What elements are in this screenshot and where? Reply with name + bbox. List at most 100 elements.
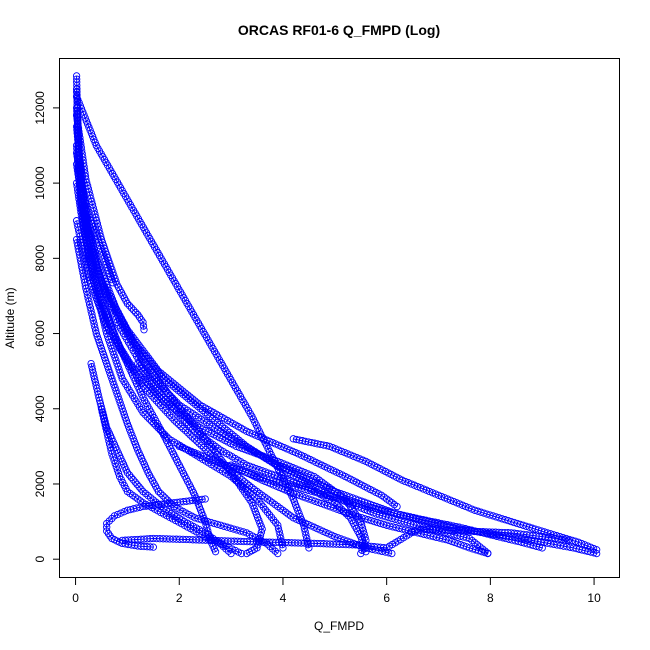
data-point — [193, 437, 201, 445]
data-point — [263, 540, 272, 548]
data-point — [274, 549, 282, 558]
data-point — [248, 491, 256, 499]
data-point — [145, 415, 154, 423]
y-tick-label: 2000 — [33, 470, 47, 497]
y-tick-label: 12000 — [33, 91, 47, 125]
data-point — [84, 120, 92, 128]
data-point — [161, 406, 169, 415]
data-point — [223, 523, 231, 531]
data-point — [158, 428, 167, 436]
data-point — [147, 417, 156, 425]
data-point — [132, 308, 140, 317]
data-point — [135, 483, 143, 491]
data-point — [169, 379, 177, 387]
data-point — [217, 540, 225, 548]
data-point — [191, 397, 199, 405]
data-point — [153, 387, 162, 395]
data-point — [302, 494, 310, 502]
data-point — [176, 411, 184, 420]
data-point — [168, 413, 176, 422]
data-point — [91, 229, 99, 237]
data-point — [191, 514, 199, 522]
x-tick-label: 10 — [587, 591, 601, 605]
data-point — [234, 478, 242, 487]
data-point — [295, 491, 304, 500]
data-point — [263, 508, 272, 516]
data-point — [388, 499, 396, 507]
data-point — [110, 456, 118, 464]
data-point — [141, 349, 149, 357]
data-point — [189, 425, 197, 433]
data-point — [108, 514, 116, 523]
data-point — [93, 235, 102, 243]
data-point — [219, 542, 227, 551]
y-axis: 0 2000 4000 6000 8000 10000 12000 — [33, 91, 60, 563]
data-point — [233, 526, 241, 534]
data-point — [137, 485, 145, 493]
data-point — [168, 402, 176, 411]
data-point — [213, 418, 222, 427]
data-point — [125, 302, 134, 310]
data-point — [114, 469, 123, 477]
data-point — [157, 502, 165, 510]
data-point — [305, 495, 313, 503]
data-point — [150, 419, 158, 428]
data-point — [140, 326, 148, 334]
data-point — [294, 484, 303, 492]
data-point — [123, 299, 132, 308]
data-point — [107, 447, 115, 455]
data-point — [465, 534, 474, 543]
data-point — [80, 111, 88, 119]
data-point — [84, 273, 93, 281]
x-axis-label: Q_FMPD — [314, 619, 364, 633]
data-point — [304, 486, 312, 494]
x-axis: 0 2 4 6 8 10 — [72, 578, 601, 605]
data-point — [257, 500, 265, 508]
data-point — [349, 539, 358, 548]
data-point — [331, 532, 339, 541]
data-point — [96, 274, 105, 282]
data-point — [211, 548, 220, 556]
data-point — [292, 490, 301, 499]
data-point — [164, 398, 172, 406]
data-point — [170, 416, 178, 424]
data-point — [152, 498, 160, 506]
data-point — [174, 409, 182, 417]
data-point — [265, 511, 274, 519]
data-point — [181, 389, 190, 397]
data-point — [162, 396, 170, 404]
data-point — [146, 543, 154, 551]
data-point — [323, 502, 332, 510]
data-point — [564, 536, 572, 545]
data-point — [243, 549, 251, 558]
data-point — [133, 480, 141, 489]
data-point — [317, 499, 325, 508]
data-point — [365, 503, 373, 511]
data-point — [189, 395, 197, 403]
data-point — [81, 114, 89, 122]
data-point — [333, 505, 341, 513]
data-point — [91, 138, 99, 147]
data-point — [230, 432, 239, 441]
data-point — [236, 481, 245, 489]
data-point — [204, 517, 212, 526]
data-point — [139, 487, 147, 496]
data-point — [200, 516, 209, 525]
data-point — [172, 418, 180, 426]
data-point — [172, 407, 180, 415]
data-point — [327, 503, 335, 511]
data-point — [190, 435, 199, 443]
data-point — [224, 547, 233, 555]
data-point — [181, 426, 190, 435]
data-point — [166, 400, 174, 408]
data-point — [199, 443, 208, 452]
data-point — [258, 467, 266, 475]
data-point — [182, 418, 191, 426]
data-point — [141, 489, 150, 498]
data-point — [179, 387, 187, 395]
data-point — [178, 414, 187, 422]
data-point — [163, 433, 171, 441]
data-point — [388, 549, 396, 558]
data-point — [243, 461, 251, 469]
data-point — [413, 482, 421, 491]
